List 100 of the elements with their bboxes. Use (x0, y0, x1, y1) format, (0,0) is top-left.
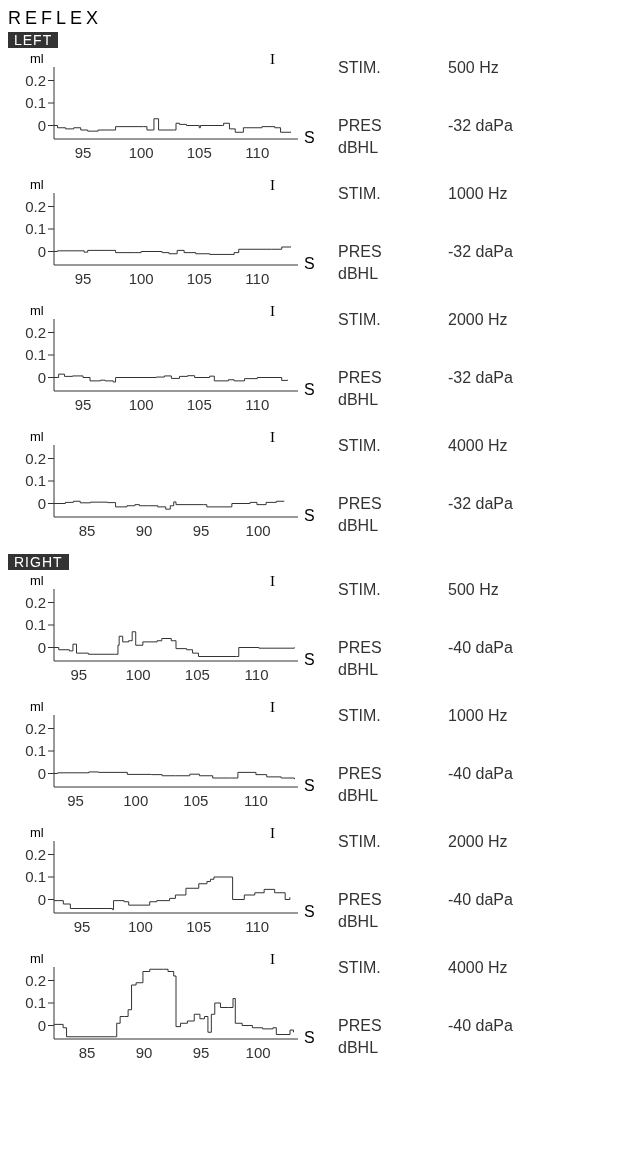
text: STIM. (338, 959, 382, 978)
text: PRES (338, 243, 383, 261)
annotation: I (270, 429, 275, 446)
text: S (304, 381, 315, 399)
y-tick-label: 0 (37, 638, 46, 656)
text: -32 daPa (448, 369, 513, 387)
x-tick-label: 95 (74, 269, 92, 287)
x-tick-label: 110 (243, 791, 268, 809)
x-tick-label: 85 (78, 1043, 96, 1061)
text: 4000 Hz (448, 959, 508, 978)
x-tick-label: 95 (74, 395, 92, 413)
text: PRES (338, 765, 383, 783)
text: STIM. (338, 707, 382, 726)
x-axis-title: dBHL (338, 517, 380, 535)
y-tick-label: 0 (37, 764, 46, 782)
y-tick-label: 0.2 (25, 845, 46, 863)
y-axis-title: ml (30, 573, 44, 588)
x-tick-label: 110 (245, 395, 270, 413)
x-tick-label: 105 (183, 791, 209, 809)
x-tick-label: 105 (186, 917, 212, 935)
x-tick-label: 100 (128, 143, 154, 161)
text: PRES (338, 639, 383, 657)
text: 2000 Hz (448, 833, 508, 852)
text: S (304, 777, 315, 795)
annotation: I (270, 825, 275, 842)
text: -40 daPa (448, 765, 513, 783)
x-axis-title: dBHL (338, 391, 380, 409)
x-tick-label: 105 (186, 143, 212, 161)
text: -40 daPa (448, 891, 513, 909)
x-tick-label: 95 (73, 917, 91, 935)
y-tick-label: 0.1 (25, 742, 46, 760)
text: 4000 Hz (448, 437, 508, 456)
y-axis-title: ml (30, 825, 44, 840)
x-tick-label: 100 (245, 1043, 271, 1061)
x-tick-label: 100 (245, 521, 271, 539)
text: S (304, 507, 315, 525)
annotation: I (270, 303, 275, 320)
text: -40 daPa (448, 1017, 513, 1035)
x-tick-label: 105 (186, 269, 212, 287)
text: S (304, 651, 315, 669)
text: -40 daPa (448, 639, 513, 657)
annotation: I (270, 951, 275, 968)
x-tick-label: 85 (78, 521, 96, 539)
y-tick-label: 0 (37, 890, 46, 908)
x-tick-label: 95 (74, 143, 92, 161)
text: STIM. (338, 311, 382, 330)
y-tick-label: 0.1 (25, 868, 46, 886)
chart-title: REFLEX (8, 8, 104, 29)
annotation: I (270, 177, 275, 194)
text: 2000 Hz (448, 311, 508, 330)
x-axis-title: dBHL (338, 661, 380, 679)
text: -32 daPa (448, 243, 513, 261)
text: -32 daPa (448, 117, 513, 135)
x-tick-label: 100 (128, 395, 154, 413)
text: S (304, 255, 315, 273)
y-tick-label: 0.2 (25, 449, 46, 467)
x-axis-title: dBHL (338, 1039, 380, 1057)
y-tick-label: 0.1 (25, 346, 46, 364)
x-tick-label: 100 (128, 269, 154, 287)
text: STIM. (338, 581, 382, 600)
x-tick-label: 100 (127, 917, 153, 935)
y-tick-label: 0 (37, 368, 46, 386)
annotation: I (270, 573, 275, 590)
y-axis-title: ml (30, 951, 44, 966)
x-tick-label: 110 (245, 269, 270, 287)
y-tick-label: 0 (37, 1016, 46, 1034)
y-axis-title: ml (30, 177, 44, 192)
annotation: I (270, 699, 275, 716)
y-axis-title: ml (30, 699, 44, 714)
y-tick-label: 0 (37, 242, 46, 260)
text: I (270, 51, 275, 68)
y-tick-label: 0.1 (25, 616, 46, 634)
text: STIM. (338, 59, 382, 78)
y-tick-label: 0.2 (25, 971, 46, 989)
text: PRES (338, 495, 383, 513)
text: PRES (338, 1017, 383, 1035)
text: STIM. (338, 437, 382, 456)
x-axis-title: dBHL (338, 139, 380, 157)
y-tick-label: 0.2 (25, 719, 46, 737)
y-tick-label: 0.2 (25, 593, 46, 611)
y-axis-title: ml (30, 429, 44, 444)
y-tick-label: 0.1 (25, 472, 46, 490)
text: -32 daPa (448, 495, 513, 513)
y-tick-label: 0 (37, 116, 46, 134)
text: S (304, 129, 315, 147)
y-tick-label: 0.2 (25, 197, 46, 215)
x-tick-label: 100 (123, 791, 149, 809)
x-axis-title: dBHL (338, 265, 380, 283)
y-tick-label: 0.1 (25, 994, 46, 1012)
x-tick-label: 95 (192, 1043, 210, 1061)
x-tick-label: 110 (244, 665, 269, 683)
x-tick-label: 90 (135, 1043, 153, 1061)
x-tick-label: 95 (67, 791, 84, 809)
chart-subtitle: LEFT (8, 32, 59, 48)
y-tick-label: 0.1 (25, 94, 46, 112)
x-axis-title: dBHL (338, 913, 380, 931)
y-axis-title: ml (30, 303, 44, 318)
text: PRES (338, 117, 383, 135)
text: PRES (338, 891, 383, 909)
y-tick-label: 0.2 (25, 71, 46, 89)
